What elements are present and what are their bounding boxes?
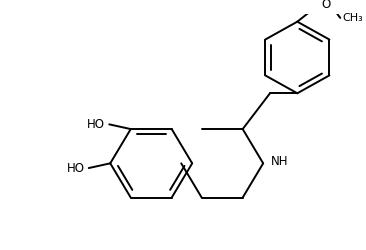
Text: HO: HO xyxy=(87,118,105,131)
Text: HO: HO xyxy=(67,162,85,174)
Text: NH: NH xyxy=(271,155,288,168)
Text: O: O xyxy=(322,0,331,11)
Text: CH₃: CH₃ xyxy=(342,13,363,23)
